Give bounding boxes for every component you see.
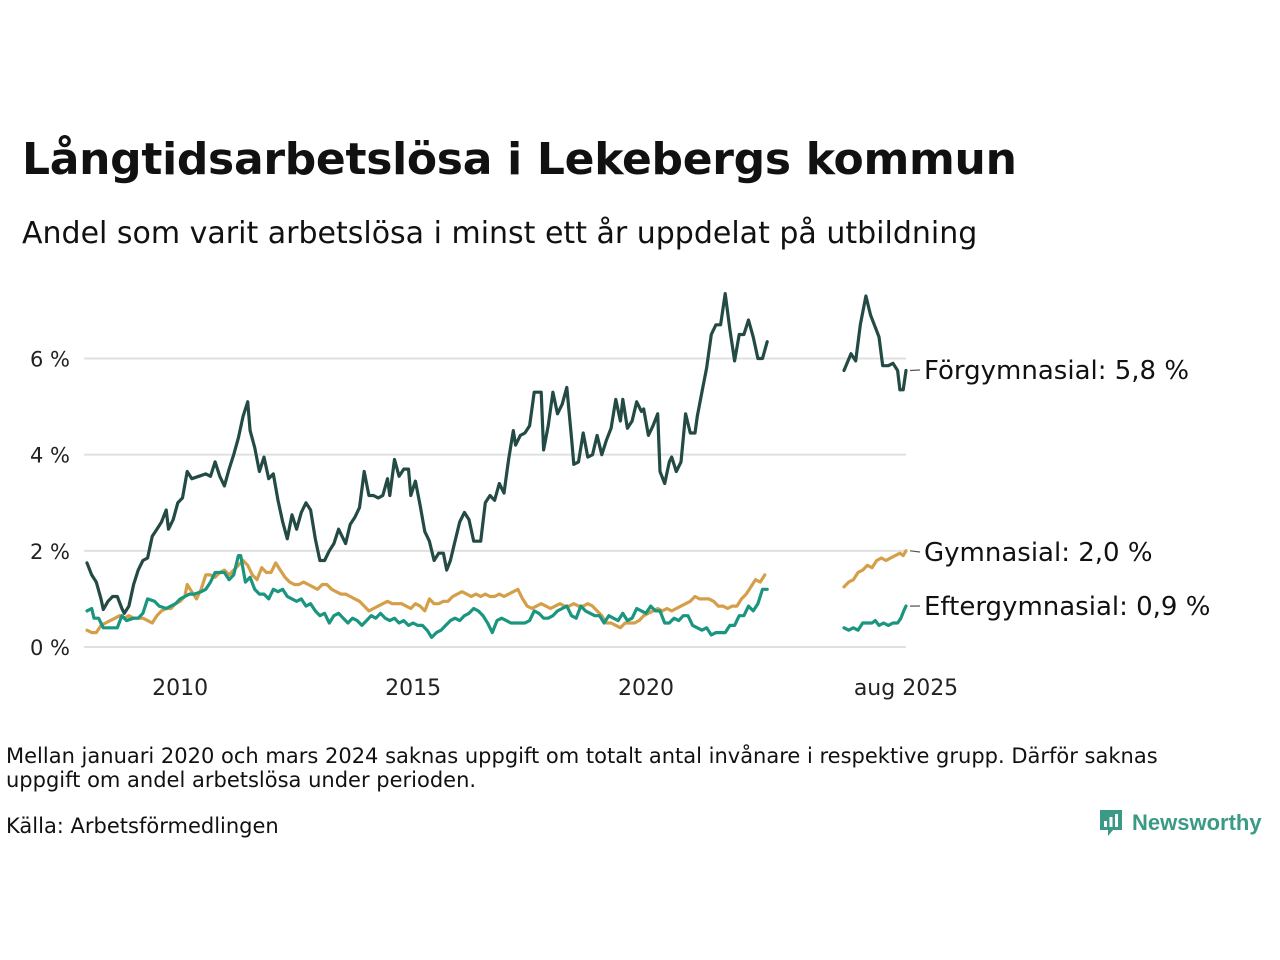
source-text: Källa: Arbetsförmedlingen [6, 814, 279, 838]
chart-title: Långtidsarbetslösa i Lekebergs kommun [22, 134, 1017, 185]
series-gymnasial [85, 549, 908, 635]
series-line [85, 292, 769, 615]
bar-chart-bubble-icon [1100, 810, 1122, 836]
x-axis: 2010 2015 2020 aug 2025 [152, 676, 958, 701]
line-chart: 0 % 2 % 4 % 6 % 2010 2015 2020 aug 2025 Förgym… [30, 292, 1210, 701]
newsworthy-logo[interactable]: Newsworthy [1098, 808, 1262, 838]
series-line [85, 554, 769, 639]
series-line [85, 558, 767, 635]
series-line [842, 604, 908, 632]
series-lines [85, 292, 908, 639]
footnote: Mellan januari 2020 och mars 2024 saknas… [6, 744, 1158, 792]
label-leader [909, 550, 921, 553]
x-tick-label: aug 2025 [854, 676, 958, 701]
series-end-label: Gymnasial: 2,0 % [924, 538, 1153, 568]
x-tick-label: 2020 [618, 676, 674, 701]
series-end-label: Förgymnasial: 5,8 % [924, 356, 1189, 386]
gridlines [84, 357, 906, 648]
series-line [842, 549, 908, 589]
y-tick-label: 4 % [30, 444, 70, 468]
x-tick-label: 2015 [385, 676, 441, 701]
brand-name: Newsworthy [1132, 810, 1262, 835]
y-tick-label: 2 % [30, 540, 70, 564]
y-tick-label: 0 % [30, 636, 70, 660]
series-end-labels: Förgymnasial: 5,8 % Gymnasial: 2,0 % Efter… [909, 356, 1210, 622]
series-eftergymnasial [85, 554, 908, 639]
label-leader [909, 369, 921, 372]
series-förgymnasial [85, 292, 908, 615]
series-line [842, 294, 908, 392]
y-tick-label: 6 % [30, 348, 70, 372]
y-axis: 0 % 2 % 4 % 6 % [30, 348, 70, 660]
chart-subtitle: Andel som varit arbetslösa i minst ett å… [22, 216, 978, 251]
x-tick-label: 2010 [152, 676, 208, 701]
series-end-label: Eftergymnasial: 0,9 % [924, 592, 1210, 622]
